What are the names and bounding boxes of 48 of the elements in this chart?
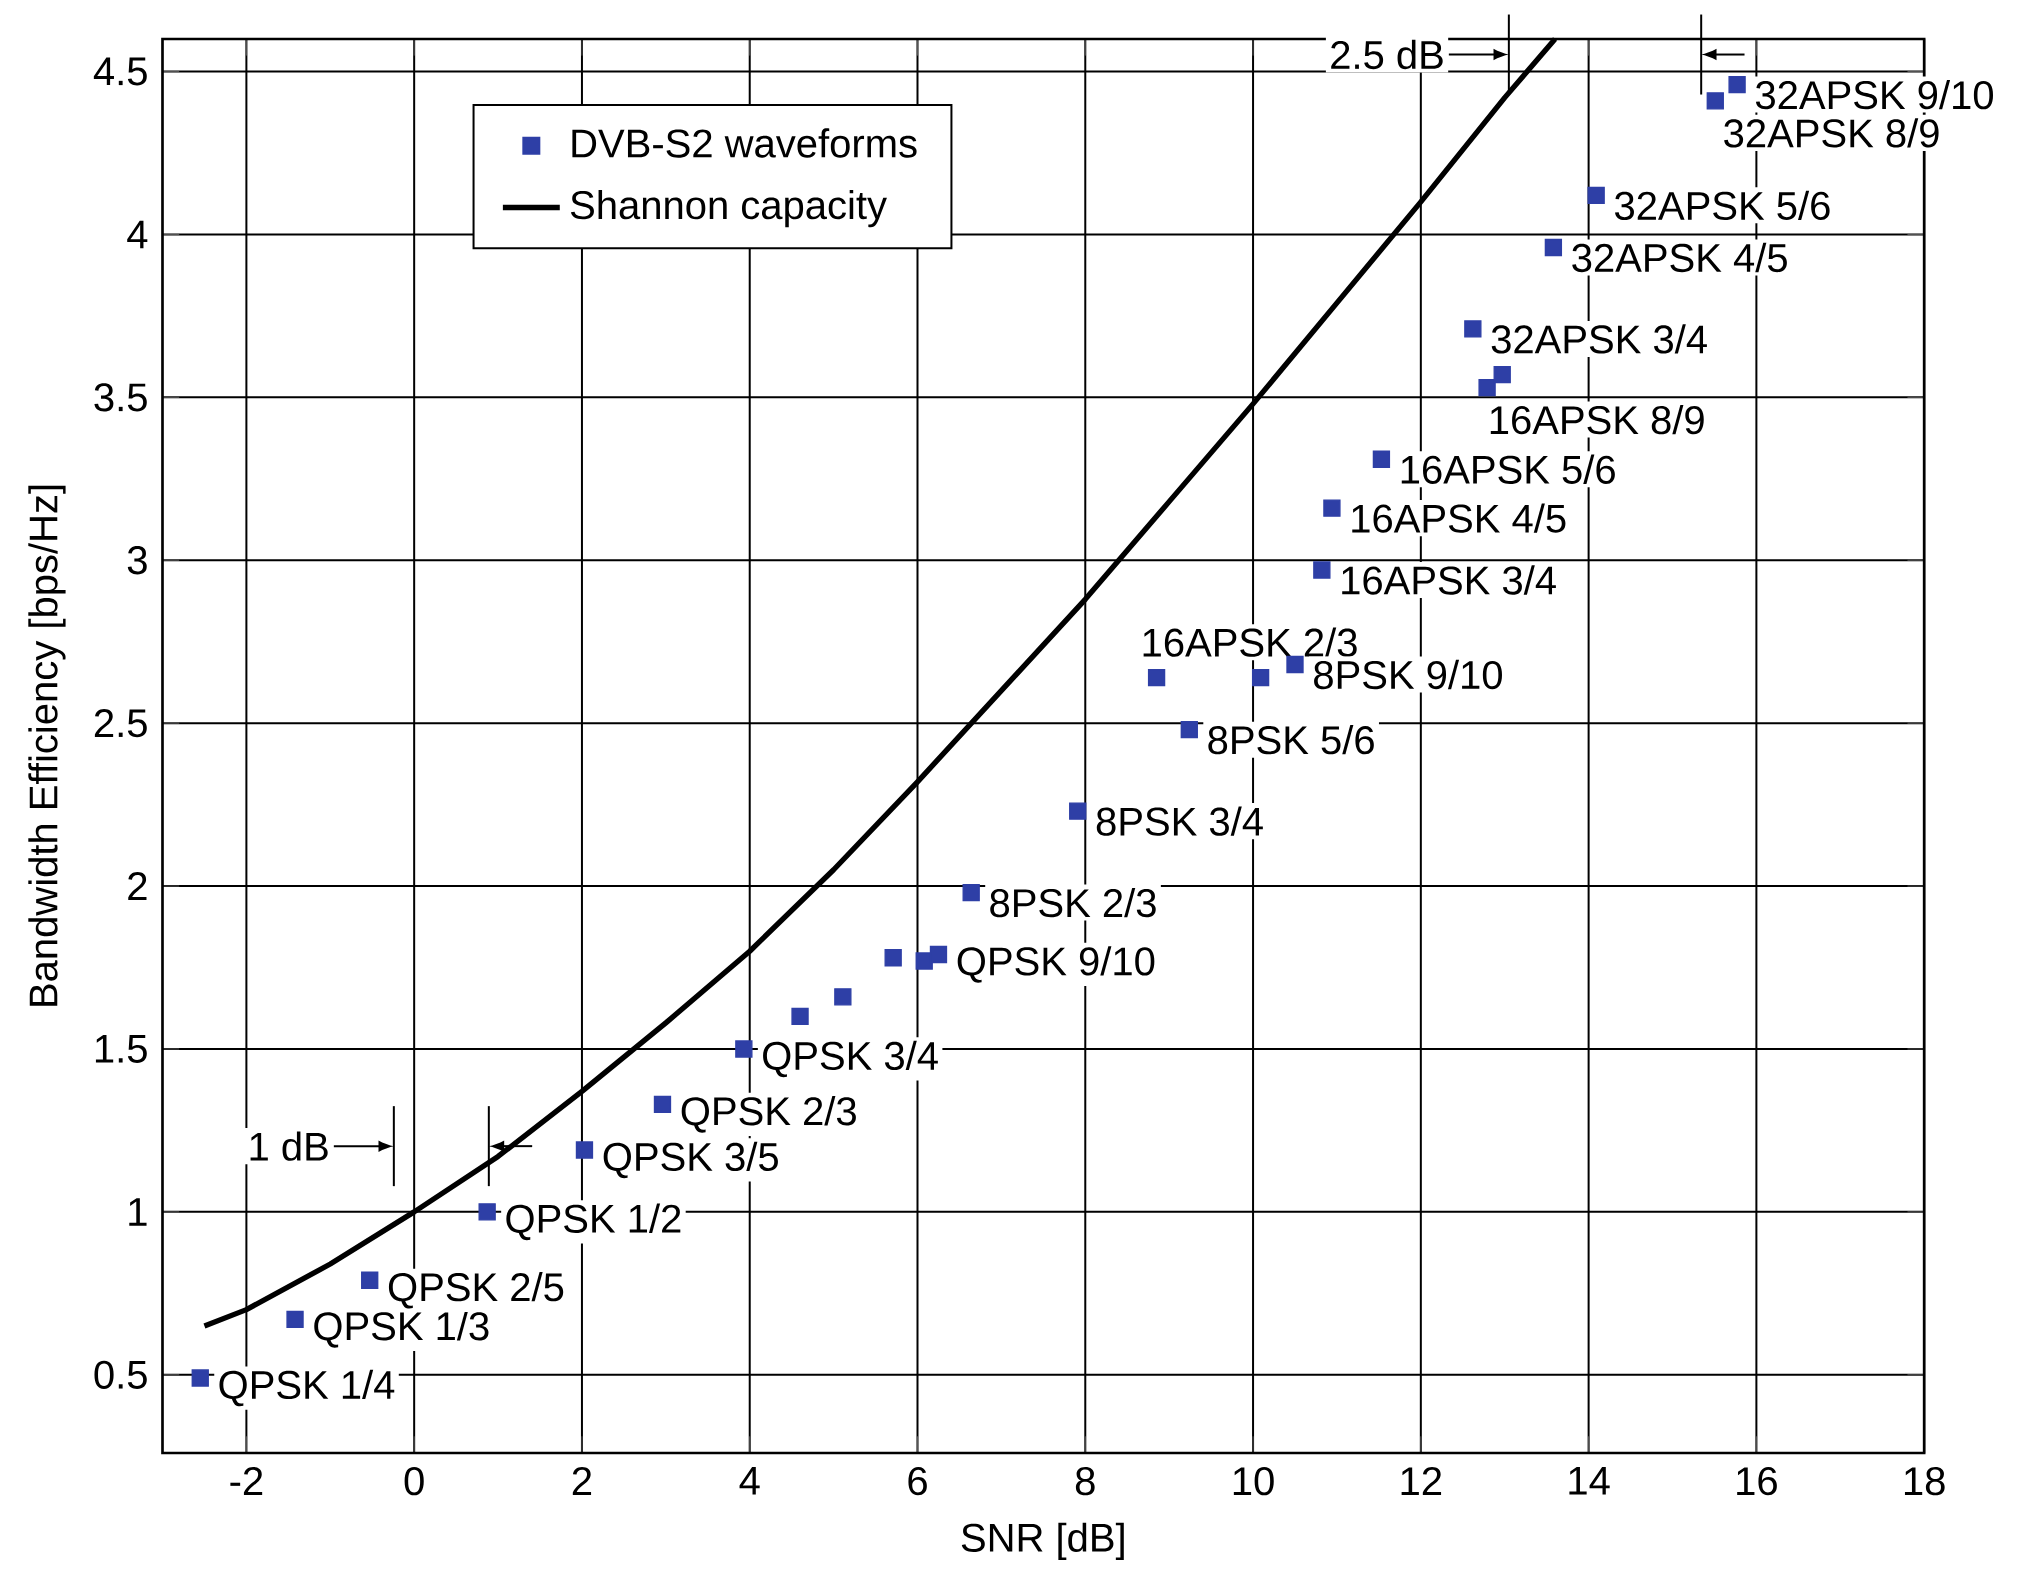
data-label: QPSK 3/5 xyxy=(603,1141,778,1179)
data-label: 16APSK 2/3 xyxy=(1143,627,1357,657)
data-label: QPSK 1/2 xyxy=(506,1203,681,1241)
legend-label: Shannon capacity xyxy=(570,190,887,228)
data-label: 32APSK 8/9 xyxy=(1724,118,1939,148)
data-label: QPSK 2/3 xyxy=(681,1096,856,1133)
data-label: QPSK 9/10 xyxy=(957,946,1155,983)
data-label: QPSK 3/4 xyxy=(763,1040,938,1078)
y-tick-label: 2 xyxy=(128,872,147,901)
data-label: 32APSK 4/5 xyxy=(1572,242,1787,273)
x-tick-label: 0 xyxy=(404,1467,424,1496)
annotation: 2.5 dB xyxy=(1331,39,1443,70)
x-tick-label: 6 xyxy=(908,1467,927,1496)
y-axis-title: Bandwidth Efficiency [bps/Hz] xyxy=(28,485,66,1006)
x-tick-label: 10 xyxy=(1233,1467,1274,1496)
x-tick-label: -2 xyxy=(230,1467,263,1495)
annotation: 1 dB xyxy=(250,1131,328,1161)
y-tick-label: 0.5 xyxy=(94,1360,147,1389)
data-label: 32APSK 3/4 xyxy=(1491,324,1707,354)
x-tick-label: 4 xyxy=(739,1467,760,1495)
y-tick-label: 1.5 xyxy=(95,1035,147,1063)
y-tick-label: 1 xyxy=(129,1198,147,1226)
x-axis-title: SNR [dB] xyxy=(961,1522,1124,1560)
data-label: 8PSK 5/6 xyxy=(1208,725,1374,755)
data-label: QPSK 1/3 xyxy=(314,1311,489,1348)
x-tick-label: 16 xyxy=(1737,1467,1777,1496)
y-tick-label: 3 xyxy=(127,546,147,575)
x-tick-label: 12 xyxy=(1401,1467,1442,1495)
legend-label: DVB-S2 waveforms xyxy=(572,128,917,158)
x-tick-label: 8 xyxy=(1075,1467,1095,1496)
data-label: 8PSK 9/10 xyxy=(1314,659,1502,690)
y-tick-label: 4 xyxy=(127,220,148,249)
data-label: 32APSK 5/6 xyxy=(1615,190,1830,221)
data-label: 16APSK 4/5 xyxy=(1352,503,1566,533)
data-label: 16APSK 3/4 xyxy=(1342,565,1556,595)
data-label: 32APSK 9/10 xyxy=(1755,79,1994,110)
data-label: 16APSK 5/6 xyxy=(1401,454,1615,484)
x-tick-label: 14 xyxy=(1569,1467,1610,1495)
y-tick-label: 2.5 xyxy=(94,709,147,738)
y-tick-label: 3.5 xyxy=(94,383,147,412)
data-label: QPSK 1/4 xyxy=(219,1369,395,1407)
data-label: 8PSK 2/3 xyxy=(990,887,1156,918)
x-tick-label: 2 xyxy=(572,1467,592,1495)
x-tick-label: 18 xyxy=(1904,1467,1945,1496)
data-label: 16APSK 8/9 xyxy=(1490,404,1704,435)
data-label: QPSK 2/5 xyxy=(388,1272,564,1309)
y-tick-label: 4.5 xyxy=(93,57,147,86)
data-label: 8PSK 3/4 xyxy=(1096,806,1263,836)
